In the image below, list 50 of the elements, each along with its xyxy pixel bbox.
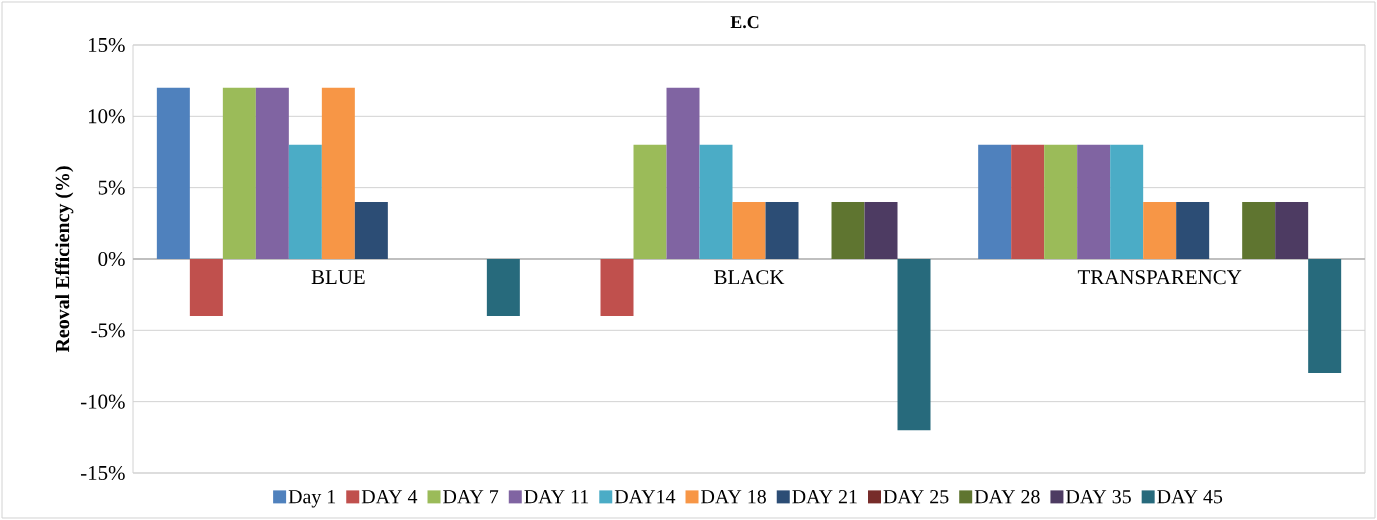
bar	[897, 258, 931, 431]
bar	[864, 201, 898, 259]
bar	[156, 87, 190, 259]
legend-label: DAY 25	[883, 490, 949, 504]
bar	[1308, 258, 1342, 374]
bar	[255, 87, 289, 259]
y-tick-label: -15%	[80, 465, 125, 481]
legend-label: DAY 28	[974, 490, 1040, 504]
bar	[765, 201, 799, 259]
bar	[1044, 144, 1078, 259]
y-tick-label: 5%	[98, 180, 125, 195]
bar	[1077, 144, 1111, 259]
bar	[1143, 201, 1177, 259]
y-axis-title: Reoval Efficiency (%)	[55, 166, 74, 353]
legend-label: DAY 7	[443, 490, 499, 504]
y-tick-label: 10%	[88, 109, 125, 124]
legend-label: DAY14	[614, 490, 676, 504]
bar	[189, 258, 223, 317]
y-tick-label: 0%	[98, 251, 125, 267]
legend-label: DAY 11	[524, 490, 589, 504]
x-tick-label: BLUE	[311, 270, 365, 285]
bar	[486, 258, 520, 317]
bar	[699, 144, 733, 259]
bar	[1110, 144, 1144, 259]
bar	[633, 144, 667, 259]
bar	[321, 87, 355, 259]
legend-label: DAY 4	[361, 490, 418, 504]
bar	[1275, 201, 1309, 259]
y-tick-label: -5%	[91, 323, 125, 338]
legend-label: DAY 18	[701, 490, 766, 504]
legend-label: DAY 45	[1157, 490, 1223, 504]
y-tick-label: -10%	[80, 394, 125, 409]
bar	[1011, 144, 1045, 259]
legend-label: DAY 21	[792, 490, 857, 504]
chart-title: E.C	[730, 16, 759, 29]
bar	[978, 144, 1012, 259]
bar	[666, 87, 700, 259]
bar	[1176, 201, 1210, 259]
bar	[288, 144, 322, 259]
bar	[732, 201, 766, 259]
legend-label: Day 1	[288, 490, 336, 508]
legend-label: DAY 35	[1066, 490, 1131, 504]
bar	[600, 258, 634, 317]
bar	[831, 201, 865, 259]
x-tick-label: BLACK	[714, 270, 785, 285]
bar	[354, 201, 388, 259]
bar	[1242, 201, 1276, 259]
y-tick-label: 15%	[88, 37, 125, 53]
x-tick-label: TRANSPARENCY	[1077, 270, 1242, 285]
bar	[222, 87, 256, 259]
